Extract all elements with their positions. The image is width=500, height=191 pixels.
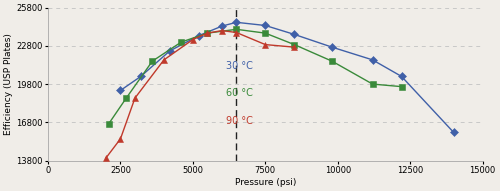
60 °C — [262, 32, 268, 34]
90 °C — [161, 59, 167, 61]
30 °C — [262, 24, 268, 27]
Text: 90 °C: 90 °C — [226, 116, 253, 126]
60 °C — [150, 60, 156, 62]
60 °C — [123, 97, 129, 99]
30 °C — [398, 75, 404, 78]
90 °C — [234, 31, 239, 34]
60 °C — [292, 44, 298, 46]
Line: 30 °C: 30 °C — [118, 19, 456, 135]
90 °C — [204, 32, 210, 34]
90 °C — [118, 138, 124, 140]
60 °C — [106, 122, 112, 125]
90 °C — [132, 97, 138, 99]
30 °C — [370, 59, 376, 61]
30 °C — [450, 131, 456, 134]
90 °C — [190, 38, 196, 41]
60 °C — [234, 28, 239, 30]
60 °C — [204, 32, 210, 34]
Y-axis label: Efficiency (USP Plates): Efficiency (USP Plates) — [4, 33, 13, 135]
60 °C — [329, 60, 335, 62]
90 °C — [103, 157, 109, 159]
90 °C — [262, 44, 268, 46]
30 °C — [118, 89, 124, 92]
30 °C — [234, 21, 239, 23]
Text: 30 °C: 30 °C — [226, 61, 253, 71]
90 °C — [219, 29, 225, 32]
Line: 90 °C: 90 °C — [102, 27, 298, 161]
60 °C — [398, 86, 404, 88]
30 °C — [166, 50, 172, 52]
30 °C — [196, 35, 202, 37]
Text: 60 °C: 60 °C — [226, 88, 253, 98]
60 °C — [178, 41, 184, 43]
Line: 60 °C: 60 °C — [106, 27, 405, 126]
90 °C — [292, 46, 298, 48]
30 °C — [292, 33, 298, 36]
30 °C — [219, 25, 225, 27]
30 °C — [329, 46, 335, 48]
30 °C — [138, 75, 143, 78]
60 °C — [370, 83, 376, 85]
X-axis label: Pressure (psi): Pressure (psi) — [234, 178, 296, 187]
